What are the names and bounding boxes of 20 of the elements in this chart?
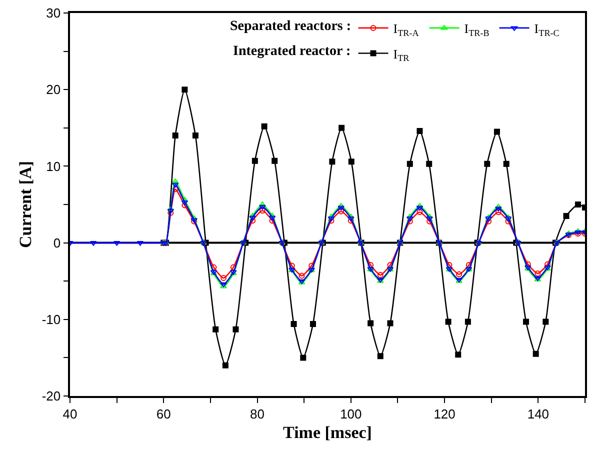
- y-tick-label: -10: [42, 312, 61, 327]
- legend-label: I$_{TR-A}$: [393, 21, 420, 38]
- y-tick-label: 30: [46, 6, 61, 21]
- y-tick-label: 0: [53, 235, 61, 250]
- y-tick-label: 10: [46, 158, 61, 174]
- x-tick-label: 140: [527, 406, 550, 422]
- x-tick-label: 40: [62, 406, 78, 422]
- legend-label: I$_{TR-B}$: [464, 21, 490, 38]
- x-tick-label: 120: [434, 406, 456, 422]
- y-tick-label: 20: [46, 82, 61, 98]
- legend-label: I$_{TR-C}$: [534, 21, 560, 38]
- annotation: Integrated reactor :: [233, 44, 351, 59]
- y-axis-title: Current [A]: [16, 160, 35, 248]
- x-tick-label: 100: [340, 406, 362, 422]
- x-tick-label: 80: [250, 406, 265, 422]
- y-tick-label: -20: [42, 388, 61, 404]
- x-axis-title: Time [msec]: [283, 423, 372, 442]
- legend-label: I$_{TR}$: [393, 46, 410, 64]
- x-tick-label: 60: [156, 406, 171, 422]
- annotation: Separated reactors :: [230, 19, 352, 34]
